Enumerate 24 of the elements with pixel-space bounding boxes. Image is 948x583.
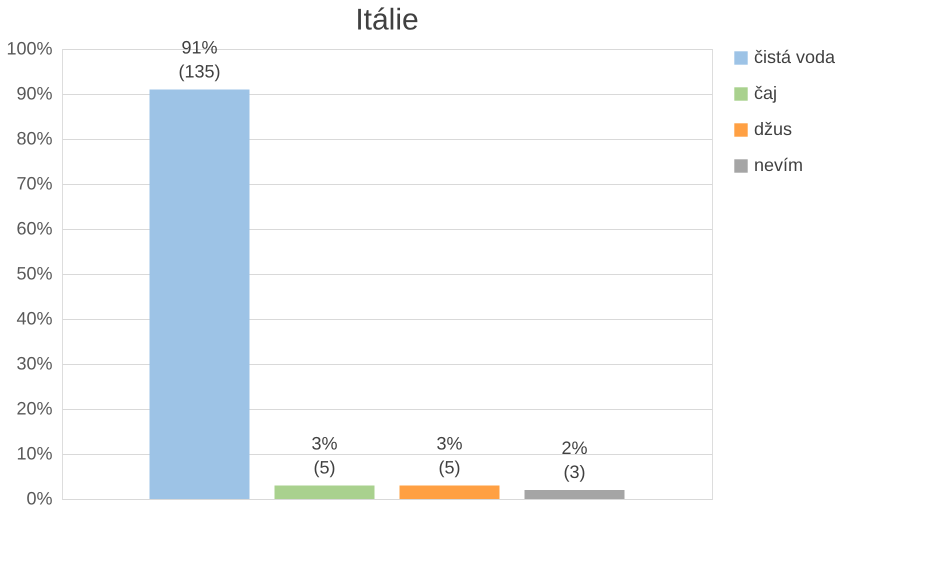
y-tick-label: 100%: [6, 38, 52, 58]
y-tick-label: 0%: [26, 488, 52, 508]
data-label: 3% (5): [311, 434, 338, 478]
y-tick-label: 10%: [16, 444, 52, 464]
legend-label: nevím: [754, 155, 804, 175]
y-tick-label: 90%: [16, 84, 52, 104]
chart-title: Itálie: [355, 4, 419, 36]
y-tick-label: 40%: [16, 308, 52, 328]
y-tick-label: 20%: [16, 398, 52, 418]
legend-label: čistá voda: [754, 47, 836, 67]
data-label: 91% (135): [178, 38, 221, 82]
legend-label: džus: [754, 119, 792, 139]
bar: [400, 486, 500, 499]
data-label: 3% (5): [436, 434, 463, 478]
y-tick-label: 80%: [16, 128, 52, 148]
y-tick-label: 60%: [16, 218, 52, 238]
y-tick-label: 70%: [16, 174, 52, 194]
bar: [524, 490, 624, 499]
data-label: 2% (3): [561, 438, 588, 482]
y-tick-label: 30%: [16, 354, 52, 374]
legend-label: čaj: [754, 83, 778, 103]
bar: [274, 486, 374, 499]
y-tick-label: 50%: [16, 264, 52, 284]
bar: [150, 90, 250, 499]
